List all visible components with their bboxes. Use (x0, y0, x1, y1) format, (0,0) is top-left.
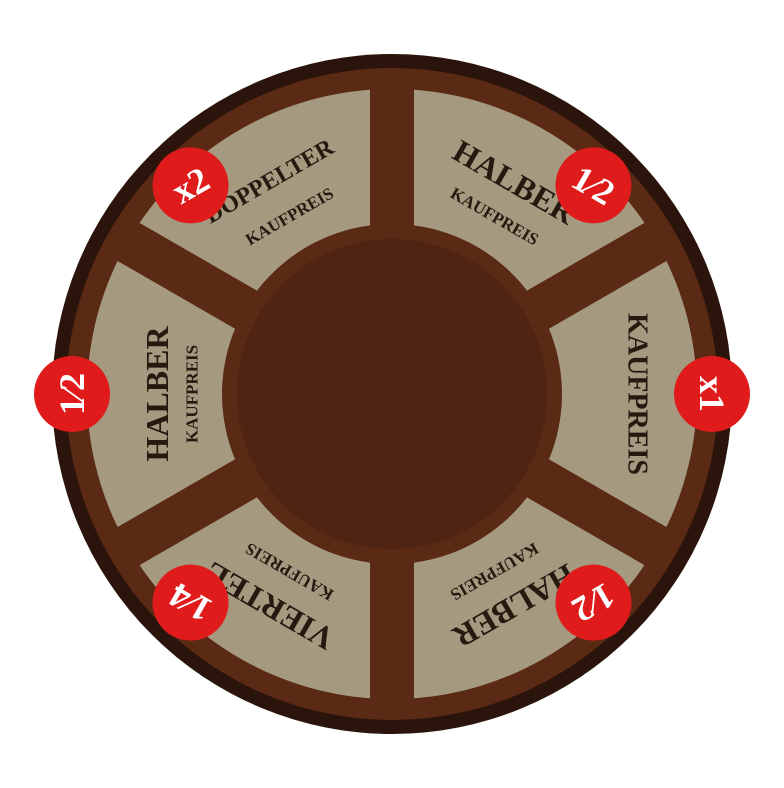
badge-circle (674, 356, 750, 432)
badge-circle (152, 147, 229, 224)
badge-label: 1⁄2 (52, 373, 92, 415)
segment-panel (139, 497, 370, 699)
segment-panel (414, 497, 645, 699)
badge-circle (34, 356, 110, 432)
badge-circle (555, 147, 632, 224)
segment-panel (548, 260, 697, 528)
wheel-hub (237, 239, 547, 549)
segment-panel (414, 89, 645, 291)
segment-right[interactable]: KAUFPREIS x1 (548, 260, 750, 528)
badge-label: x1 (692, 376, 732, 412)
segment-left[interactable]: HALBER KAUFPREIS 1⁄2 (34, 260, 236, 528)
segment-title: KAUFPREIS (622, 313, 653, 475)
segment-subtitle: KAUFPREIS (183, 345, 202, 443)
badge-circle (152, 564, 229, 641)
segment-panel (86, 260, 236, 528)
segment-title: HALBER (139, 326, 175, 462)
segment-panel (139, 89, 370, 291)
badge-circle (555, 564, 632, 641)
